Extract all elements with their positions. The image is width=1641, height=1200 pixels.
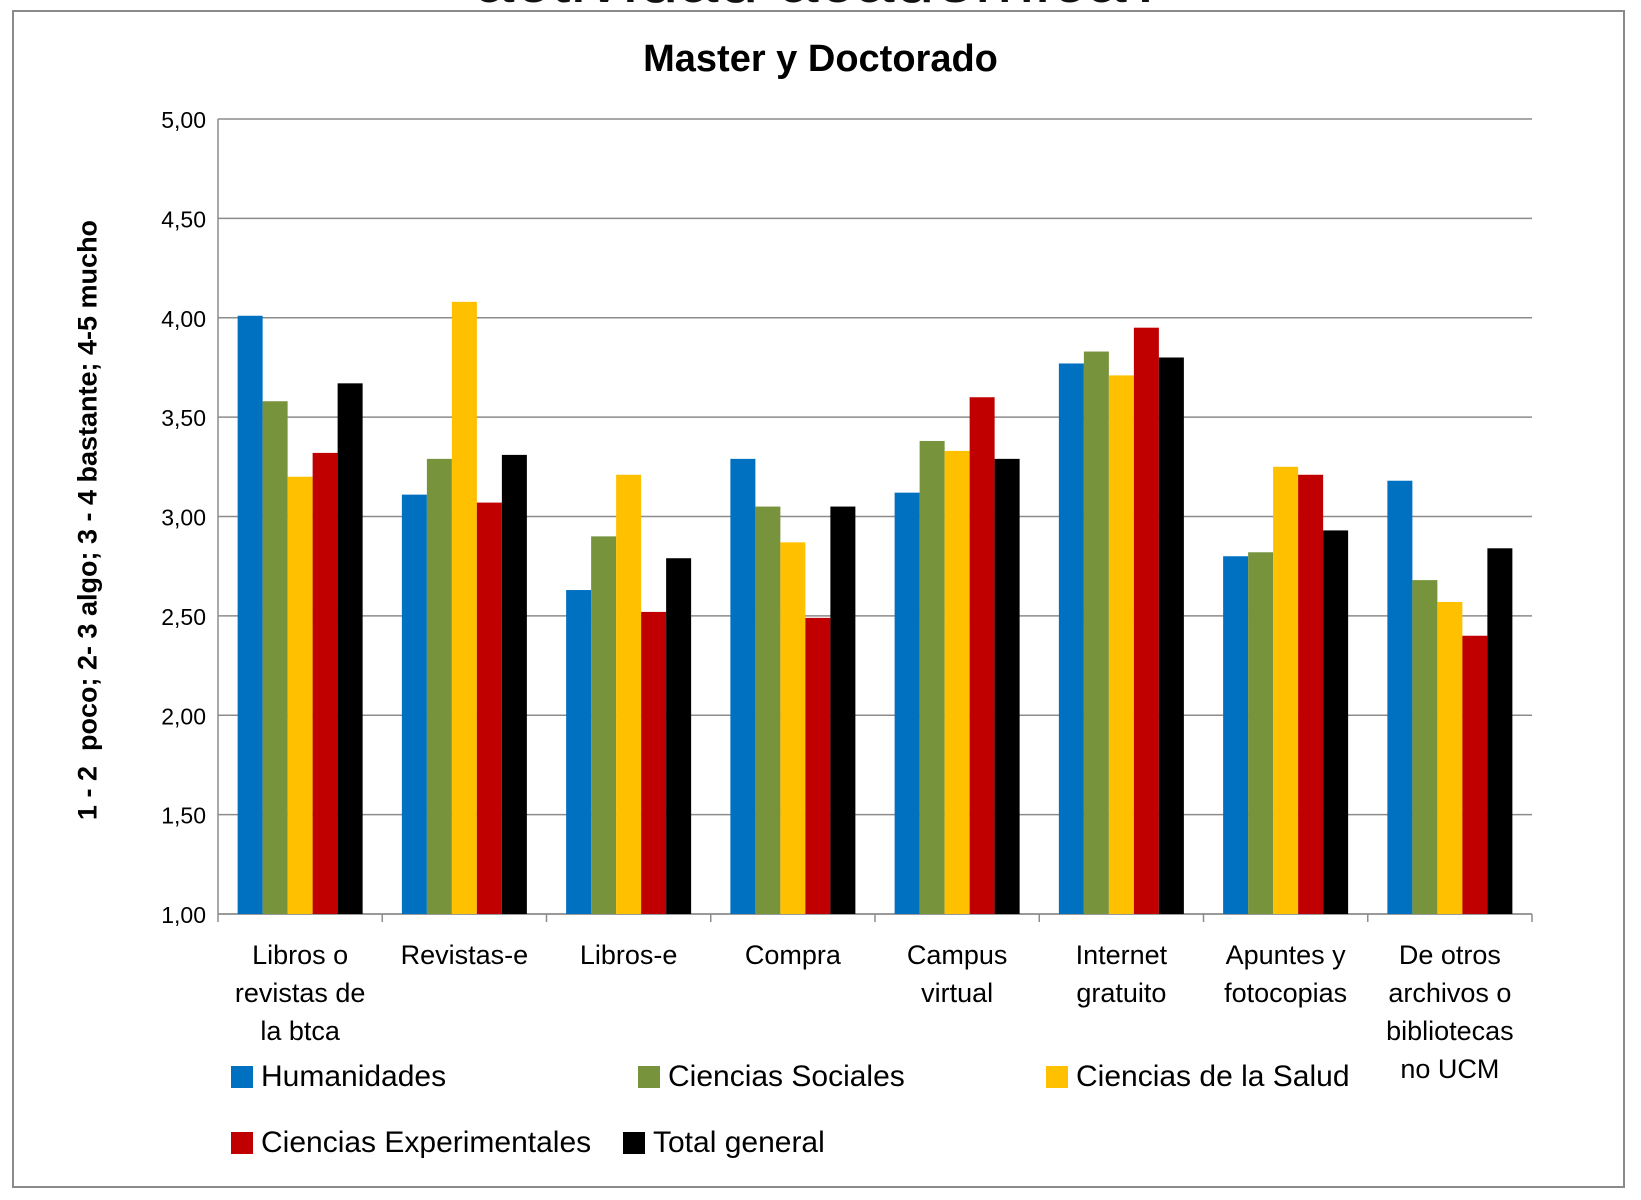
bar (237, 315, 263, 914)
bar (1323, 530, 1349, 914)
bar (451, 301, 477, 915)
bar (730, 458, 756, 914)
bar (1108, 375, 1134, 914)
x-tick-label: Apuntes y (1226, 940, 1347, 970)
bar (312, 452, 338, 914)
x-tick-label: Revistas-e (401, 940, 529, 970)
bar (944, 450, 970, 914)
x-tick-label: Campus (907, 940, 1008, 970)
y-tick-label: 3,00 (161, 505, 206, 531)
bar (591, 536, 617, 914)
bar (830, 506, 856, 914)
bar (780, 542, 806, 914)
bar (566, 590, 592, 914)
x-tick-label: gratuito (1076, 978, 1166, 1008)
legend-item: Ciencias Sociales (638, 1060, 905, 1094)
bar (755, 506, 781, 914)
legend-label: Ciencias Experimentales (261, 1126, 592, 1159)
bar (1487, 548, 1513, 914)
y-tick-label: 5,00 (161, 107, 206, 133)
x-tick-label: revistas de (235, 978, 366, 1008)
bar (1412, 580, 1438, 914)
bar (287, 476, 313, 914)
bar (1248, 552, 1274, 914)
bar (1158, 357, 1184, 914)
x-tick-label: Compra (745, 940, 842, 970)
legend-swatch (1046, 1066, 1068, 1088)
x-tick-label: virtual (921, 978, 993, 1008)
x-tick-label: la btca (260, 1016, 341, 1046)
x-tick-label: Internet (1076, 940, 1168, 970)
chart-title: Master y Doctorado (643, 38, 998, 80)
bar (262, 401, 288, 915)
bar (1223, 556, 1249, 914)
x-tick-label: bibliotecas (1386, 1016, 1514, 1046)
bar (337, 383, 363, 914)
bar (1058, 363, 1084, 914)
x-tick-label: archivos o (1388, 978, 1511, 1008)
bar (805, 617, 831, 914)
legend-label: Ciencias Sociales (668, 1060, 905, 1093)
bar (666, 558, 692, 914)
x-tick-label: Libros o (252, 940, 348, 970)
bar (1462, 635, 1488, 914)
x-tick-label: fotocopias (1224, 978, 1347, 1008)
bar (919, 440, 945, 914)
y-tick-label: 1,50 (161, 803, 206, 829)
bar (501, 454, 527, 914)
bar (1387, 480, 1413, 914)
legend-item: Ciencias de la Salud (1046, 1060, 1350, 1094)
bar (994, 458, 1020, 914)
legend-swatch (623, 1132, 645, 1154)
bar (1298, 474, 1324, 914)
legend-swatch (231, 1066, 253, 1088)
legend-label: Ciencias de la Salud (1076, 1060, 1350, 1093)
bar (894, 492, 920, 914)
bar (641, 611, 667, 914)
bar (1083, 351, 1109, 915)
legend-item: Total general (623, 1126, 825, 1160)
bar (401, 494, 427, 914)
y-tick-label: 4,50 (161, 206, 206, 232)
x-tick-label: De otros (1399, 940, 1501, 970)
y-tick-label: 1,00 (161, 902, 206, 928)
bar (426, 458, 452, 914)
bar (1133, 327, 1159, 914)
legend-item: Ciencias Experimentales (231, 1126, 591, 1160)
x-tick-label: Libros-e (580, 940, 678, 970)
bar (969, 397, 995, 914)
y-tick-label: 3,50 (161, 405, 206, 431)
bar (476, 502, 502, 914)
legend-swatch (231, 1132, 253, 1154)
chart-frame (12, 10, 1625, 1188)
legend-swatch (638, 1066, 660, 1088)
y-tick-label: 2,50 (161, 604, 206, 630)
bar (1437, 601, 1463, 914)
legend-label: Total general (653, 1126, 825, 1159)
bar (616, 474, 642, 914)
x-tick-label: no UCM (1400, 1054, 1499, 1084)
y-tick-label: 4,00 (161, 306, 206, 332)
bar (1273, 466, 1299, 914)
legend-item: Humanidades (231, 1060, 446, 1094)
y-tick-label: 2,00 (161, 703, 206, 729)
legend-label: Humanidades (261, 1060, 447, 1093)
